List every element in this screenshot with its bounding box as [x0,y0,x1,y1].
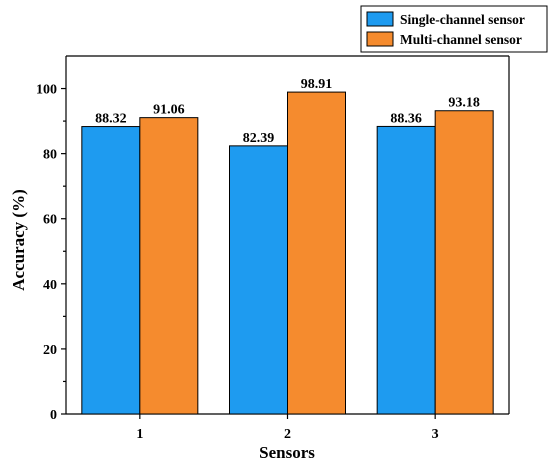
legend-swatch-single-channel [366,11,394,27]
y-tick-label: 0 [50,408,57,423]
y-tick-label: 60 [43,213,57,228]
y-axis-title: Accuracy (%) [9,189,28,291]
data-label: 82.39 [243,131,275,146]
y-tick-label: 20 [43,343,57,358]
data-labels: 88.32 91.06 82.39 98.91 88.36 93.18 [95,77,480,146]
y-ticks: 0 20 40 60 80 100 [36,83,66,423]
data-label: 91.06 [153,103,185,118]
bar-single-sensor-3 [376,125,436,415]
bar-multi-sensor-3 [434,110,494,415]
x-tick-label: 2 [284,427,291,442]
x-tick-label: 1 [136,427,143,442]
bars [81,91,494,415]
legend-swatch-multi-channel [366,31,394,47]
bar-multi-sensor-1 [139,117,199,415]
data-label: 93.18 [448,96,480,111]
bar-single-sensor-2 [229,145,288,415]
data-label: 88.36 [390,111,422,126]
x-tick-label: 3 [432,427,439,442]
x-axis-title: Sensors [259,443,315,462]
x-ticks: 1 2 3 [136,414,439,442]
y-tick-label: 40 [43,278,57,293]
data-label: 88.32 [95,112,127,127]
data-label: 98.91 [301,77,333,92]
legend: Single-channel sensor Multi-channel sens… [360,5,548,53]
bar-single-sensor-1 [81,126,141,415]
bar-multi-sensor-2 [287,91,346,415]
y-tick-label: 80 [43,148,57,163]
y-tick-label: 100 [36,83,57,98]
legend-label-multi-channel: Multi-channel sensor [400,32,522,47]
legend-label-single-channel: Single-channel sensor [400,12,525,27]
